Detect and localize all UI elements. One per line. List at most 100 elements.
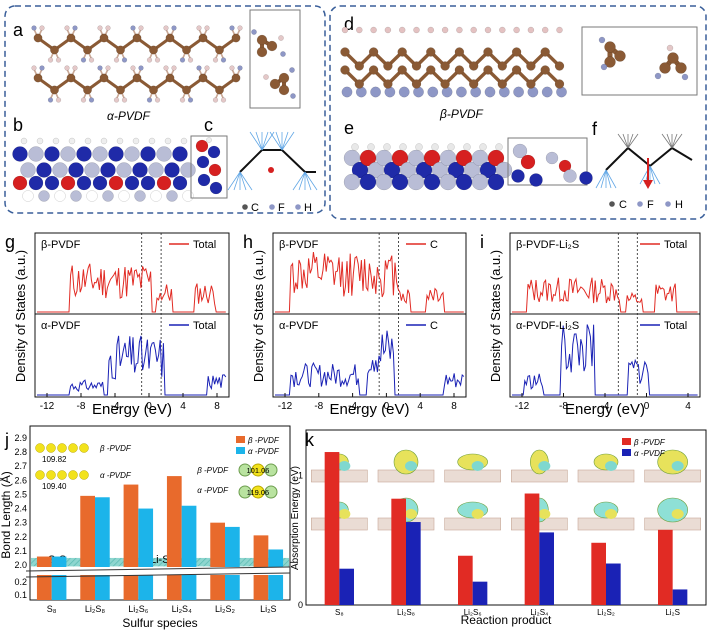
y-tick-label: 2.9 (14, 433, 27, 443)
lithium-atom (264, 463, 278, 477)
fluorine-atom (511, 169, 525, 183)
carbon-atom (198, 73, 208, 83)
fh-bond (255, 131, 263, 151)
dos-axes-frame (509, 232, 701, 398)
bar-beta (391, 498, 406, 605)
substrate-slab (444, 517, 501, 531)
fh-bond (304, 171, 312, 191)
legend-c-right: C (619, 199, 627, 211)
sulfur-atom (35, 443, 45, 453)
substituent-atom (55, 57, 62, 63)
fh-bond (304, 171, 318, 191)
atom-legend-right: C F H (609, 199, 683, 211)
fluorine-atom (196, 155, 210, 169)
carbon-atom (554, 61, 565, 71)
substituent-atom (212, 57, 219, 63)
carbon-atom (411, 61, 422, 71)
hydrogen-atom (52, 137, 60, 145)
panel-label-g: g (5, 232, 15, 252)
fluorine-atom (289, 67, 295, 73)
hydrogen-atom (351, 143, 359, 151)
charge-density-lobe (338, 509, 351, 519)
carbon-atom (50, 85, 59, 95)
carbon-atom (256, 46, 268, 58)
dos-curve-top (512, 277, 698, 313)
carbon-atom (440, 61, 450, 71)
substituent-atom (121, 57, 128, 63)
carbon-atom (614, 50, 626, 62)
fluorine-atom (359, 173, 377, 191)
carbon-atom (278, 84, 290, 96)
hydrogen-atom (54, 190, 66, 202)
legend-beta: β -PVDF (633, 438, 666, 447)
alpha-side-view (251, 29, 296, 99)
panel-label-c: c (204, 115, 213, 135)
y-tick-label: 2.1 (14, 546, 27, 556)
x-tick-label: Li₂S₂ (597, 608, 615, 617)
alpha-dipole-scheme (227, 131, 318, 191)
legend-f-left: F (278, 202, 285, 214)
dos-panel-h: h β-PVDF α-PVDF C C -12 -8 -4 0 4 8 Energy (eV) Dens… (243, 232, 467, 418)
dos-bottom-label: α-PVDF-Li₂S (516, 320, 579, 332)
beta-unit-cell (511, 143, 593, 187)
carbon-atom (198, 33, 208, 43)
hydrogen-atom (556, 26, 563, 34)
fh-bond (233, 171, 241, 191)
carbon-atom (165, 33, 175, 43)
fluorine-atom (545, 151, 559, 165)
carbon-atom (675, 62, 687, 74)
fluorine-atom (375, 173, 393, 191)
hydrogen-atom (206, 137, 212, 143)
fh-bond (261, 131, 269, 151)
carbon-backbone (239, 149, 316, 173)
alpha-pvdf-label: α-PVDF (107, 109, 151, 123)
inset-label: α -PVDF (197, 486, 229, 495)
carbon-atom (266, 40, 278, 52)
fluorine-atom (439, 173, 457, 191)
y-axis-label: Absorption Energy (eV) (290, 466, 301, 570)
bar-beta (591, 542, 606, 605)
carbon-atom (383, 61, 393, 71)
carbon-atom (66, 33, 76, 43)
carbon-atom (231, 73, 241, 83)
fh-bond (627, 133, 639, 149)
fluorine-atom (28, 175, 44, 191)
fluorine-atom (68, 162, 84, 178)
fluorine-atom (529, 173, 543, 187)
bar-alpha (606, 563, 621, 605)
fluorine-atom (156, 146, 172, 162)
carbon-atom (368, 65, 379, 75)
fluorine-atom (427, 86, 439, 98)
legend-h-left: H (304, 202, 312, 214)
x-tick-label: -4 (601, 401, 610, 412)
fh-bond (649, 165, 661, 185)
inset-label: β -PVDF (99, 444, 132, 453)
dos-top-label: β-PVDF-Li₂S (516, 239, 579, 251)
axis-break-line (25, 572, 291, 578)
panel-label-b: b (13, 115, 23, 135)
fluorine-atom (290, 93, 296, 99)
charge-density-lobe (671, 461, 684, 471)
beta-packed-structure (343, 143, 513, 191)
y-tick-label: 2.5 (14, 489, 27, 499)
bar-beta (524, 493, 540, 605)
hydrogen-atom (384, 26, 392, 34)
dos-legend-bottom: Total (664, 320, 687, 332)
substituent-atom (138, 65, 144, 71)
x-tick-label: -4 (111, 401, 120, 412)
fluorine-atom (140, 175, 156, 191)
x-tick-label: 4 (180, 401, 186, 412)
charge-density-lobe (405, 509, 417, 519)
panel-label-k: k (305, 430, 315, 450)
carbon-atom (368, 47, 379, 57)
carbon-atom (182, 45, 191, 55)
dos-curve-bottom (37, 335, 227, 396)
fluorine-atom (455, 173, 473, 191)
substituent-atom (179, 57, 186, 63)
sulfur-atom (57, 443, 67, 453)
fh-bond (281, 131, 295, 151)
hydrogen-atom (370, 26, 377, 34)
bar-alpha (672, 589, 688, 605)
hydrogen-atom (148, 137, 156, 145)
